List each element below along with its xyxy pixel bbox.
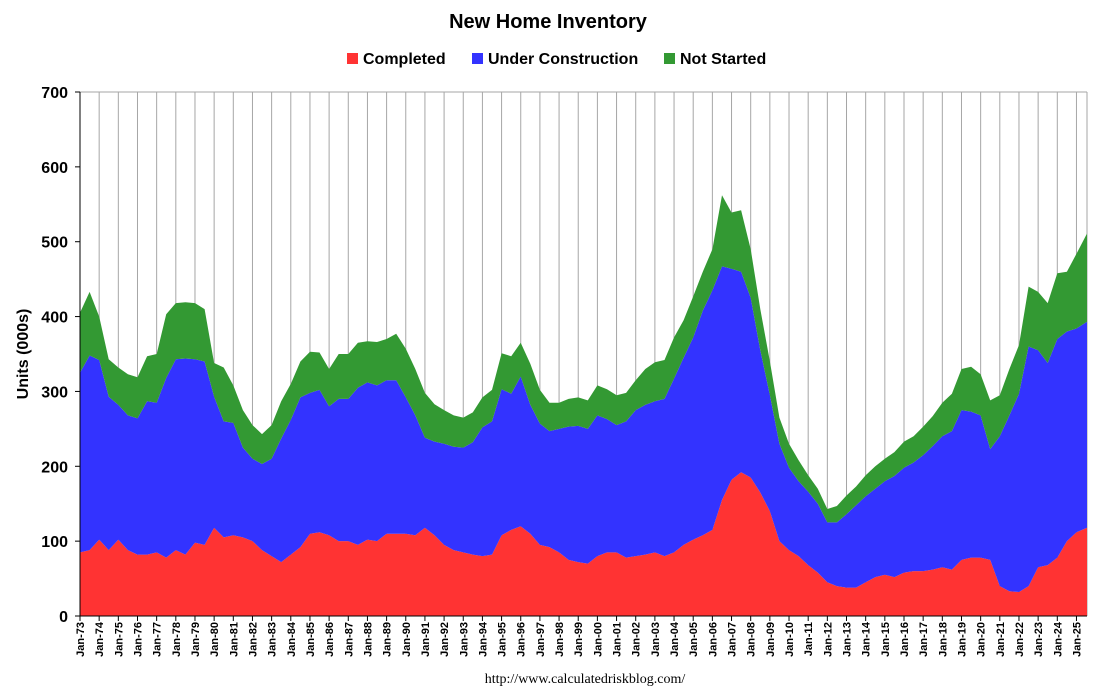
axes: [75, 91, 1087, 621]
x-tick-label: Jan-09: [765, 622, 777, 657]
x-tick-label: Jan-04: [669, 621, 681, 657]
x-tick-label: Jan-79: [190, 622, 202, 657]
legend-label-under-construction: Under Construction: [488, 51, 638, 68]
legend-label-not-started: Not Started: [680, 51, 766, 68]
x-tick-label: Jan-87: [343, 622, 355, 657]
x-tick-label: Jan-97: [535, 622, 547, 657]
x-tick-label: Jan-86: [324, 622, 336, 657]
x-tick-label: Jan-14: [861, 621, 873, 657]
x-tick-label: Jan-15: [880, 622, 892, 657]
x-tick-label: Jan-23: [1033, 622, 1045, 657]
y-tick-label: 700: [41, 85, 68, 102]
y-axis-label: Units (000s): [15, 309, 32, 400]
y-tick-label: 400: [41, 310, 68, 327]
x-tick-label: Jan-25: [1072, 622, 1084, 657]
x-tick-label: Jan-98: [554, 622, 566, 657]
x-tick-label: Jan-94: [477, 621, 489, 657]
stacked-areas: [80, 195, 1087, 616]
x-tick-label: Jan-85: [305, 622, 317, 657]
x-tick-label: Jan-20: [976, 622, 988, 657]
x-tick-label: Jan-02: [631, 622, 643, 657]
x-tick-labels: Jan-73 Jan-74 Jan-75 Jan-76 Jan-77 Jan-78 Jan-…: [75, 621, 1084, 657]
legend-swatch-not-started: [664, 53, 675, 64]
x-tick-label: Jan-78: [171, 622, 183, 657]
x-tick-label: Jan-75: [113, 622, 125, 657]
x-tick-label: Jan-05: [688, 622, 700, 657]
x-tick-label: Jan-16: [899, 622, 911, 657]
x-tick-label: Jan-93: [458, 622, 470, 657]
area-completed: [80, 472, 1087, 616]
x-tick-label: Jan-10: [784, 622, 796, 657]
x-tick-label: Jan-83: [267, 622, 279, 657]
y-tick-label: 200: [41, 459, 68, 476]
x-tick-label: Jan-99: [573, 622, 585, 657]
area-under-construction: [80, 266, 1087, 592]
y-tick-label: 600: [41, 160, 68, 177]
source-url: http://www.calculatedriskblog.com/: [485, 672, 686, 687]
y-tick-label: 300: [41, 384, 68, 401]
x-tick-label: Jan-17: [918, 622, 930, 657]
x-tick-label: Jan-24: [1052, 621, 1064, 657]
x-tick-label: Jan-73: [75, 622, 87, 657]
legend: Completed Under Construction Not Started: [347, 51, 766, 68]
x-tick-label: Jan-21: [995, 622, 1007, 657]
x-tick-label: Jan-84: [286, 621, 298, 657]
x-tick-label: Jan-82: [248, 622, 260, 657]
x-tick-label: Jan-77: [152, 622, 164, 657]
x-tick-label: Jan-88: [362, 622, 374, 657]
x-tick-label: Jan-11: [803, 622, 815, 656]
x-tick-label: Jan-18: [937, 622, 949, 657]
x-tick-label: Jan-76: [133, 622, 145, 657]
y-tick-label: 0: [59, 609, 68, 626]
x-tick-label: Jan-12: [822, 622, 834, 657]
x-tick-label: Jan-22: [1014, 622, 1026, 657]
x-tick-label: Jan-91: [420, 622, 432, 657]
x-tick-label: Jan-81: [228, 622, 240, 657]
x-tick-label: Jan-95: [497, 622, 509, 657]
x-tick-label: Jan-00: [592, 622, 604, 657]
x-tick-label: Jan-89: [382, 622, 394, 657]
legend-label-completed: Completed: [363, 51, 446, 68]
y-tick-label: 100: [41, 534, 68, 551]
x-tick-label: Jan-96: [516, 622, 528, 657]
y-tick-label: 500: [41, 235, 68, 252]
x-tick-label: Jan-01: [612, 622, 624, 657]
x-tick-label: Jan-03: [650, 622, 662, 657]
x-tick-label: Jan-92: [439, 622, 451, 657]
x-tick-label: Jan-90: [401, 622, 413, 657]
x-tick-label: Jan-06: [707, 622, 719, 657]
legend-swatch-completed: [347, 53, 358, 64]
x-tick-label: Jan-74: [94, 621, 106, 657]
legend-swatch-under-construction: [472, 53, 483, 64]
x-tick-label: Jan-07: [727, 622, 739, 657]
y-tick-labels: 0 100 200 300 400 500 600 700: [41, 85, 68, 626]
x-tick-label: Jan-19: [957, 622, 969, 657]
chart-title: New Home Inventory: [449, 11, 648, 33]
x-tick-label: Jan-80: [209, 622, 221, 657]
x-tick-label: Jan-13: [842, 622, 854, 657]
x-tick-label: Jan-08: [746, 622, 758, 657]
